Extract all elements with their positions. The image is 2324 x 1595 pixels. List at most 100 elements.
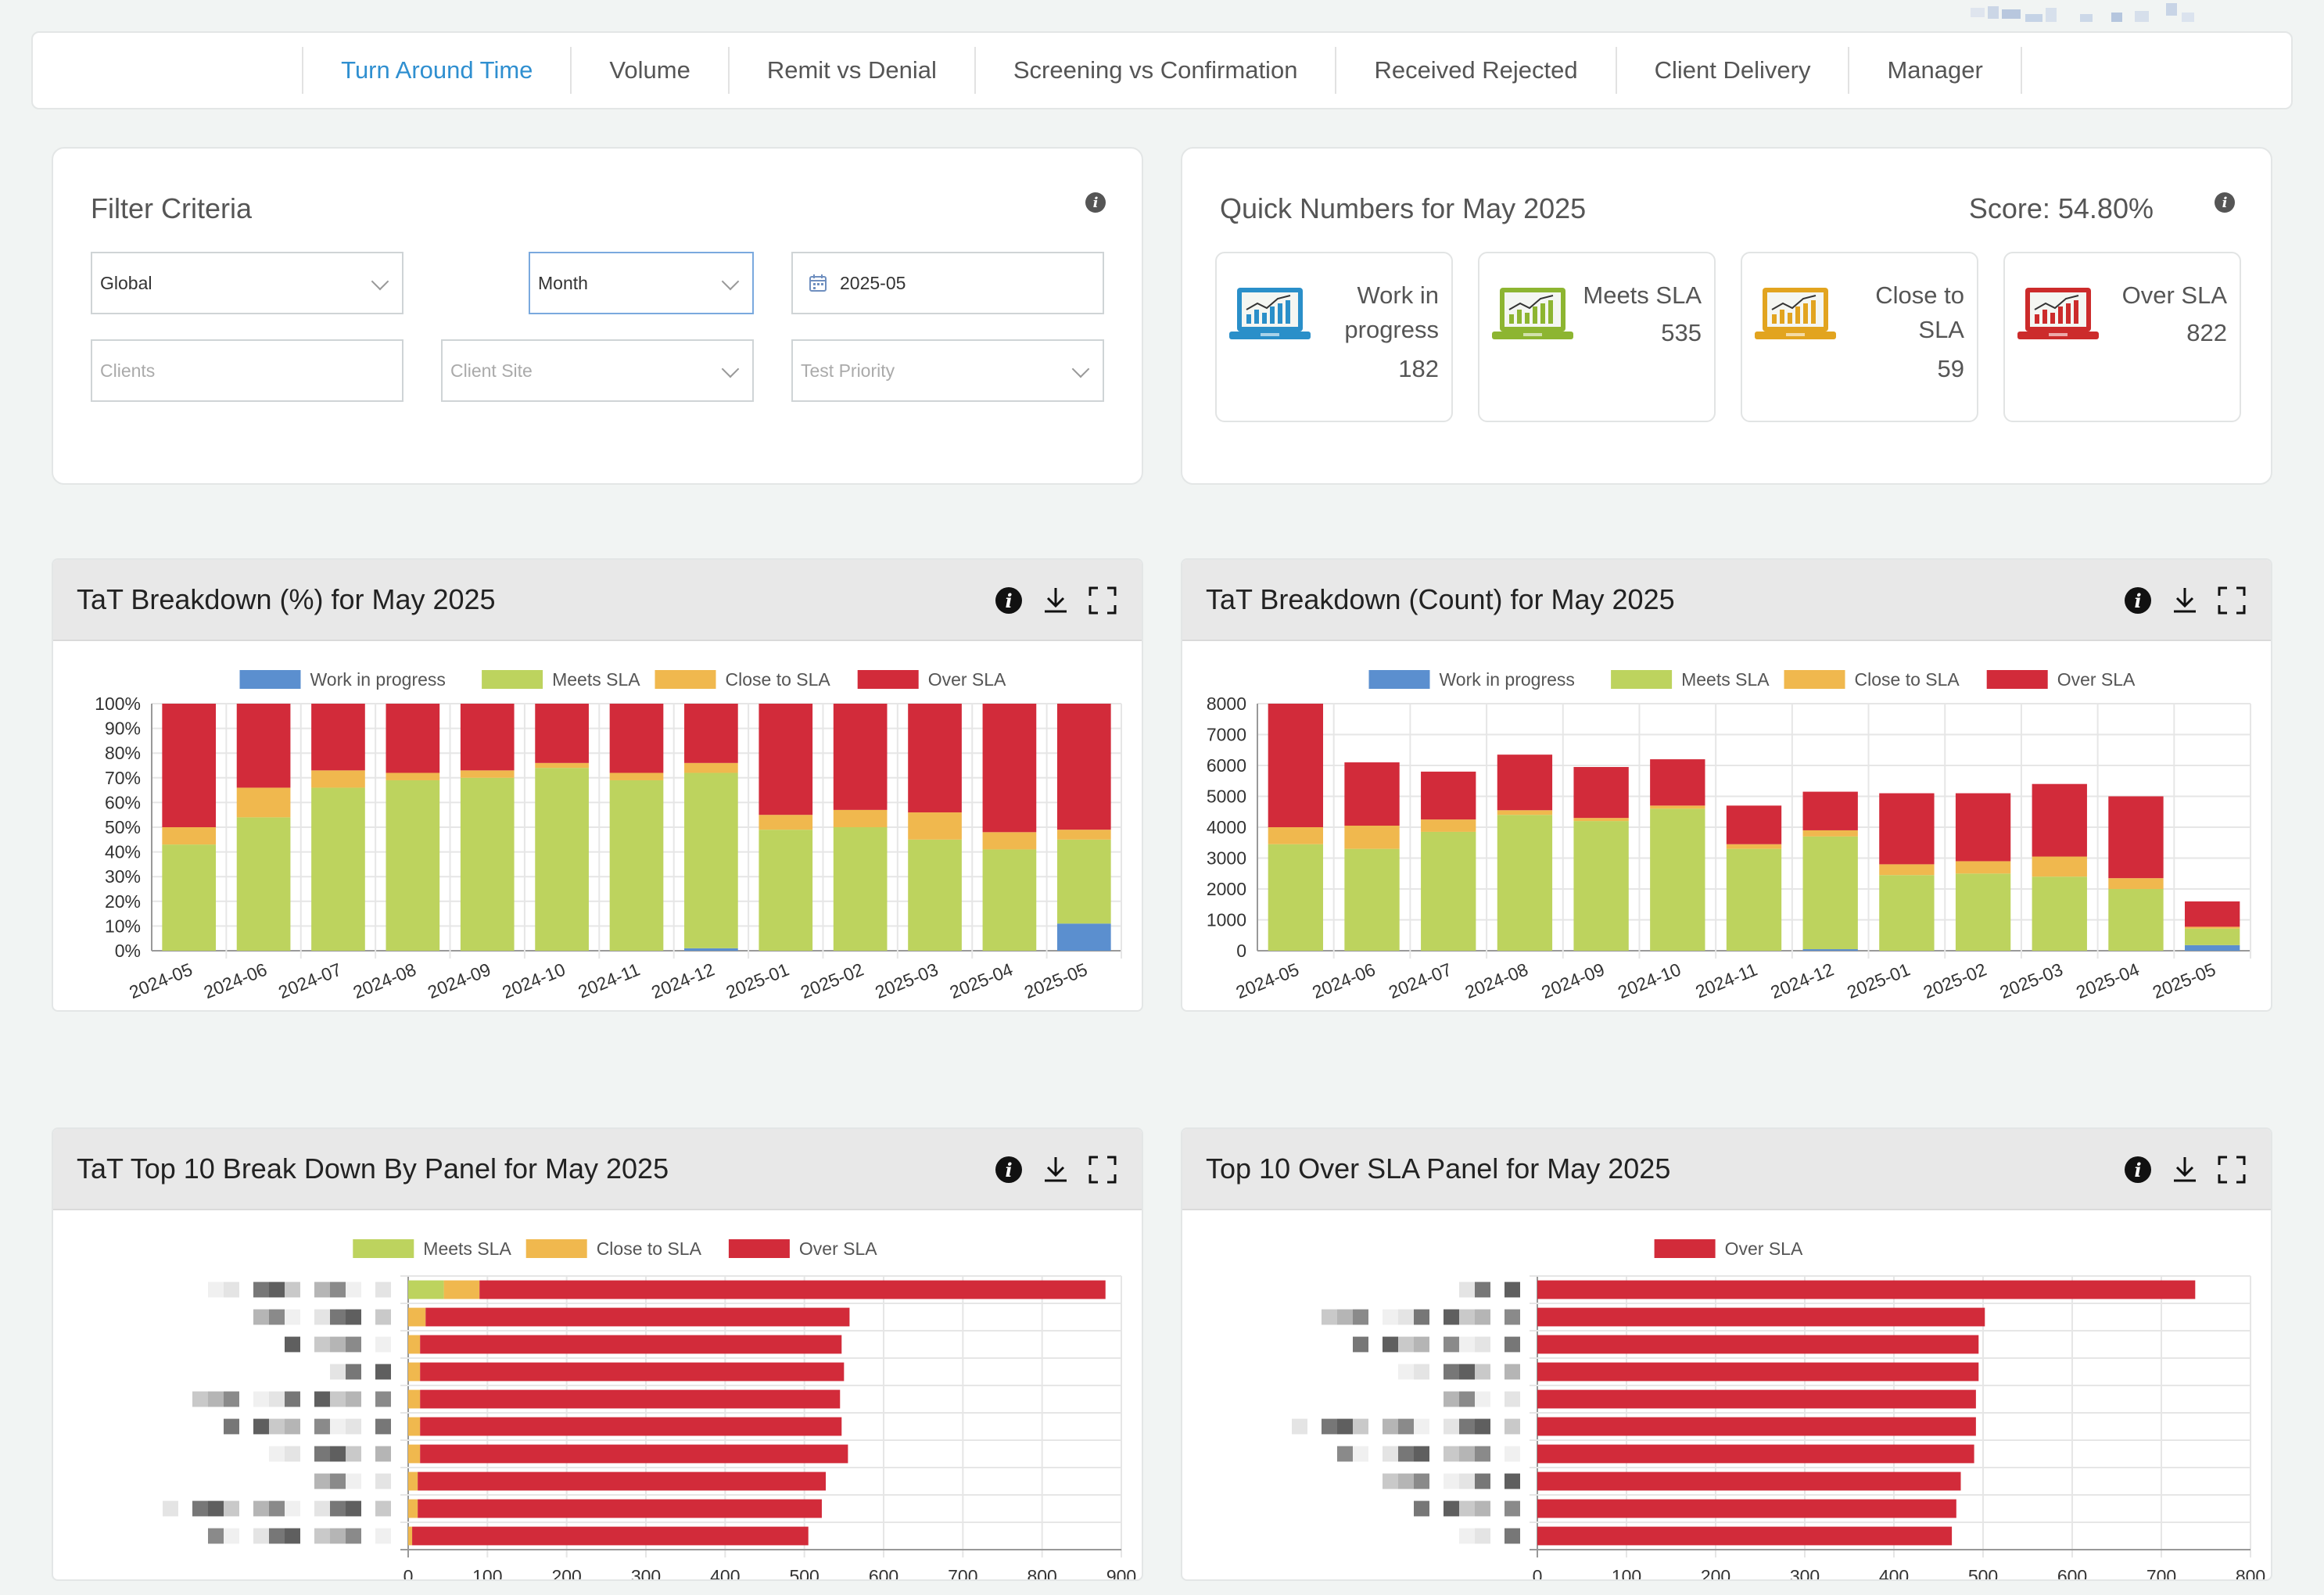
bar-segment <box>412 1526 809 1546</box>
x-tick-label: 0 <box>403 1566 414 1581</box>
download-icon[interactable] <box>2169 1154 2200 1185</box>
bar-segment <box>236 704 291 788</box>
info-icon[interactable]: i <box>993 1154 1024 1185</box>
bar-segment <box>908 839 962 951</box>
panel-header: TaT Breakdown (Count) for May 2025 i <box>1182 560 2271 641</box>
redacted-label-block <box>269 1528 285 1544</box>
x-tick-label: 200 <box>551 1566 581 1581</box>
bar-segment <box>386 780 440 951</box>
legend-label: Over SLA <box>799 1238 877 1259</box>
chevron-down-icon <box>721 272 740 291</box>
redacted-label-block <box>269 1500 285 1517</box>
redacted-label-block <box>1475 1418 1490 1435</box>
bar-segment <box>684 948 738 951</box>
redacted-label-block <box>269 1281 285 1298</box>
bar-segment <box>535 762 589 769</box>
tab-received-rejected[interactable]: Received Rejected <box>1336 47 1617 94</box>
bar-segment <box>420 1417 842 1436</box>
client-site-select[interactable]: Client Site <box>441 339 754 402</box>
filter-criteria-title: Filter Criteria <box>91 192 253 224</box>
info-icon[interactable]: i <box>993 585 1024 616</box>
period-select[interactable]: Month <box>529 252 754 314</box>
download-icon[interactable] <box>1040 585 1071 616</box>
tat-breakdown-count-chart: Work in progress Meets SLA Close to SLA Ove… <box>1207 669 2251 1003</box>
bar-segment <box>420 1362 845 1382</box>
y-tick-label: 6000 <box>1207 755 1246 776</box>
bar-segment <box>684 704 738 763</box>
bar-segment <box>460 770 515 778</box>
bar-segment <box>1497 810 1553 815</box>
x-tick-label: 2025-04 <box>2073 959 2142 1002</box>
panel-header: TaT Breakdown (%) for May 2025 i <box>53 560 1142 641</box>
scope-select[interactable]: Global <box>91 252 403 314</box>
bar-segment <box>1955 793 2011 862</box>
test-priority-select[interactable]: Test Priority <box>791 339 1104 402</box>
redacted-label-block <box>285 1309 300 1325</box>
bar-segment <box>1537 1526 1953 1546</box>
x-tick-label: 2025-02 <box>1921 959 1989 1003</box>
y-tick-label: 100% <box>95 694 141 714</box>
fullscreen-icon[interactable] <box>2216 585 2247 616</box>
fullscreen-icon[interactable] <box>1087 585 1118 616</box>
x-tick-label: 700 <box>2146 1566 2176 1581</box>
y-tick-label: 3000 <box>1207 848 1246 869</box>
bar-segment <box>2108 796 2164 879</box>
redacted-label-block <box>269 1391 285 1407</box>
x-tick-label: 300 <box>1790 1566 1820 1581</box>
pixelated-header-decoration <box>1971 3 2194 22</box>
y-tick-label: 60% <box>105 792 141 812</box>
tab-manager[interactable]: Manager <box>1849 47 2022 94</box>
bar-segment <box>443 1280 480 1299</box>
x-tick-label: 0 <box>1533 1566 1543 1581</box>
redacted-label-block <box>1505 1281 1520 1298</box>
redacted-label-block <box>285 1528 300 1544</box>
redacted-label-block <box>1505 1309 1520 1325</box>
tab-turn-around-time[interactable]: Turn Around Time <box>302 47 572 94</box>
quick-number-box[interactable]: Over SLA 822 <box>2003 252 2241 422</box>
x-tick-label: 900 <box>1106 1566 1136 1581</box>
bar-segment <box>1537 1499 1956 1518</box>
fullscreen-icon[interactable] <box>2216 1154 2247 1185</box>
redacted-label-block <box>1475 1336 1490 1353</box>
download-icon[interactable] <box>1040 1154 1071 1185</box>
y-tick-label: 10% <box>105 916 141 936</box>
redacted-label-block <box>375 1281 391 1298</box>
quick-number-box[interactable]: Close to SLA 59 <box>1741 252 1978 422</box>
legend-label: Close to SLA <box>726 669 831 690</box>
redacted-label-block <box>1444 1418 1459 1435</box>
bar-segment <box>982 832 1037 850</box>
quick-number-box[interactable]: Work in progress 182 <box>1215 252 1453 422</box>
bar-segment <box>460 704 515 771</box>
x-tick-label: 2025-03 <box>1997 959 2066 1003</box>
bar-segment <box>1955 861 2011 874</box>
bar-segment <box>1056 839 1111 924</box>
x-tick-label: 2024-08 <box>350 959 419 1003</box>
tab-remit-vs-denial[interactable]: Remit vs Denial <box>730 47 976 94</box>
bar-segment <box>2032 856 2087 877</box>
y-tick-label: 50% <box>105 817 141 837</box>
bar-segment <box>311 704 365 771</box>
tab-volume[interactable]: Volume <box>572 47 730 94</box>
bar-segment <box>1650 759 1705 806</box>
bar-segment <box>1955 873 2011 951</box>
bar-segment <box>408 1307 426 1327</box>
download-icon[interactable] <box>2169 585 2200 616</box>
info-icon[interactable]: i <box>2122 585 2154 616</box>
redacted-label-block <box>1414 1473 1429 1489</box>
legend-label: Over SLA <box>1725 1238 1803 1259</box>
bar-segment <box>1802 791 1858 830</box>
clients-input[interactable]: Clients <box>91 339 403 402</box>
svg-text:i: i <box>2134 1159 2141 1181</box>
tab-screening-vs-confirmation[interactable]: Screening vs Confirmation <box>976 47 1337 94</box>
info-icon[interactable]: i <box>2215 192 2235 213</box>
tab-client-delivery[interactable]: Client Delivery <box>1617 47 1850 94</box>
bar-segment <box>1537 1307 1985 1327</box>
info-icon[interactable]: i <box>1085 192 1106 213</box>
redacted-label-block <box>1475 1528 1490 1544</box>
y-tick-label: 40% <box>105 842 141 862</box>
info-icon[interactable]: i <box>2122 1154 2154 1185</box>
fullscreen-icon[interactable] <box>1087 1154 1118 1185</box>
date-picker[interactable]: 2025-05 <box>791 252 1104 314</box>
redacted-label-block <box>1353 1418 1368 1435</box>
quick-number-box[interactable]: Meets SLA 535 <box>1478 252 1716 422</box>
